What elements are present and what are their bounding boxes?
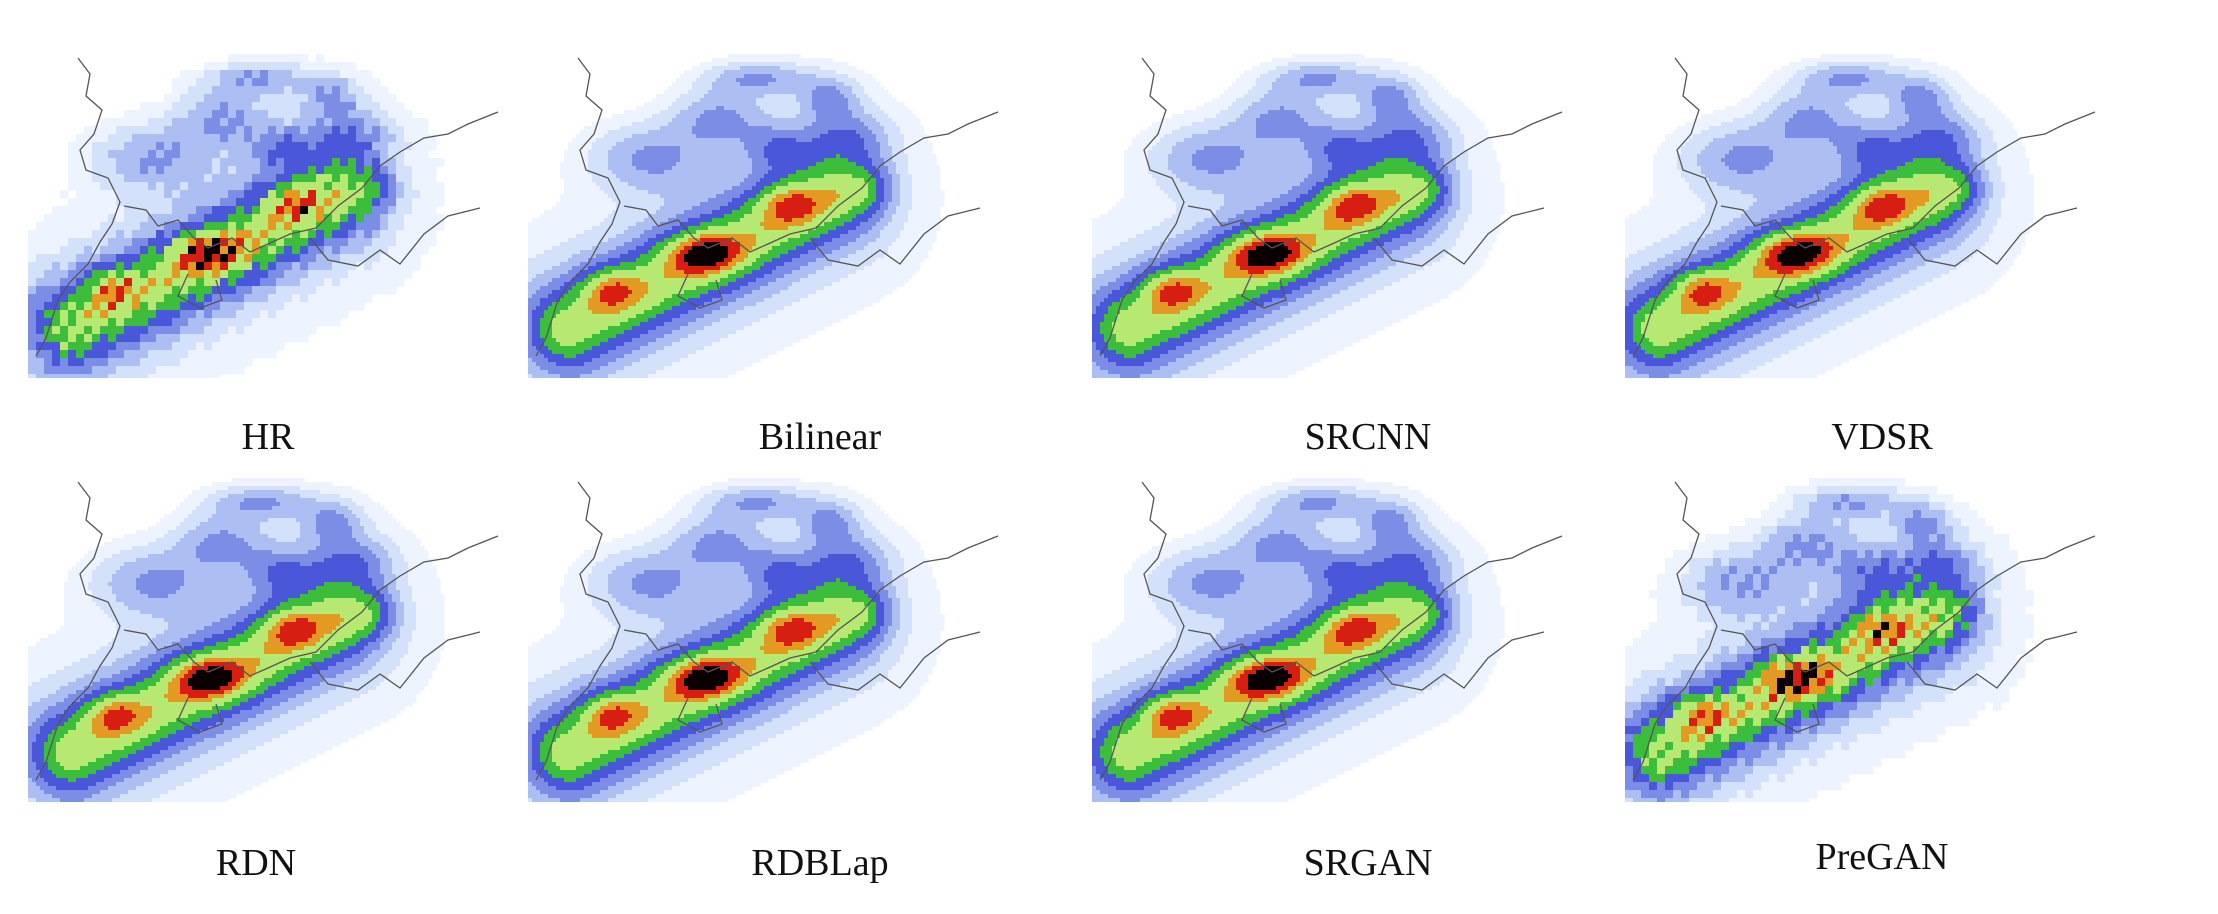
panel-label-rdblap: RDBLap xyxy=(580,844,1060,882)
srgan-field-cells xyxy=(1092,478,1505,802)
panel-bilinear xyxy=(528,38,1008,378)
rdn-field-cells xyxy=(28,478,445,802)
panel-vdsr xyxy=(1625,38,2105,378)
panel-label-vdsr: VDSR xyxy=(1642,418,2122,456)
rdblap-field-map xyxy=(528,478,999,802)
panel-label-srgan: SRGAN xyxy=(1128,844,1608,882)
vdsr-field-map xyxy=(1625,54,2096,378)
panel-label-pregan: PreGAN xyxy=(1642,838,2122,876)
rdblap-field-cells xyxy=(528,478,945,802)
panel-pregan xyxy=(1625,462,2105,802)
vdsr-boundary-lines xyxy=(1632,57,2096,357)
pregan-field-cells xyxy=(1625,478,2034,802)
hr-field-cells xyxy=(28,54,445,378)
panel-rdn xyxy=(28,462,508,802)
vdsr-field-cells xyxy=(1625,54,2034,378)
hr-field-map xyxy=(28,54,499,378)
panel-label-hr: HR xyxy=(28,418,508,456)
bilinear-field-cells xyxy=(528,54,945,378)
rdblap-boundary-lines xyxy=(535,481,999,781)
pregan-boundary-lines xyxy=(1632,481,2096,781)
hr-boundary-lines xyxy=(35,57,499,357)
srcnn-field-cells xyxy=(1092,54,1505,378)
srcnn-field-map xyxy=(1092,54,1563,378)
panel-rdblap xyxy=(528,462,1008,802)
panel-hr xyxy=(28,38,508,378)
srgan-boundary-lines xyxy=(1099,481,1563,781)
panel-label-srcnn: SRCNN xyxy=(1128,418,1608,456)
pregan-field-map xyxy=(1625,478,2096,802)
panel-label-bilinear: Bilinear xyxy=(580,418,1060,456)
rdn-field-map xyxy=(28,478,499,802)
bilinear-boundary-lines xyxy=(535,57,999,357)
panel-label-rdn: RDN xyxy=(16,844,496,882)
srcnn-boundary-lines xyxy=(1099,57,1563,357)
rdn-boundary-lines xyxy=(35,481,499,781)
srgan-field-map xyxy=(1092,478,1563,802)
bilinear-field-map xyxy=(528,54,999,378)
panel-srcnn xyxy=(1092,38,1572,378)
panel-srgan xyxy=(1092,462,1572,802)
